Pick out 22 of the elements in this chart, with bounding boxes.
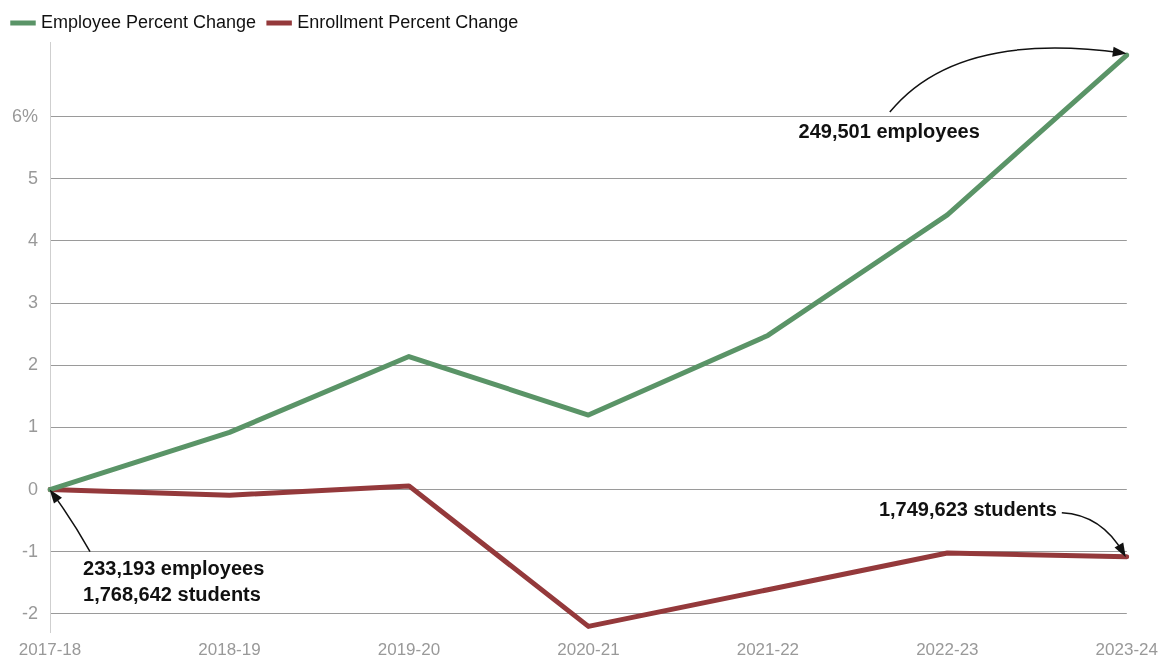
x-tick-label: 2020-21 bbox=[557, 640, 620, 660]
x-tick-label: 2018-19 bbox=[198, 640, 261, 660]
y-tick-label: 1 bbox=[28, 416, 39, 437]
x-tick-label: 2017-18 bbox=[18, 640, 82, 660]
y-tick-label: 6% bbox=[12, 105, 39, 126]
annotation: 1,768,642 students bbox=[83, 583, 261, 606]
y-tick-label: 3 bbox=[28, 292, 39, 313]
annotation: 1,749,623 students bbox=[878, 498, 1057, 521]
y-tick-label: 0 bbox=[28, 478, 39, 499]
y-tick-label: -1 bbox=[22, 540, 39, 561]
annotation: 249,501 employees bbox=[798, 119, 980, 142]
annotation: 233,193 employees bbox=[83, 557, 265, 580]
y-tick-label: 4 bbox=[28, 229, 39, 250]
x-tick-label: 2022-23 bbox=[916, 640, 979, 660]
y-tick-label: -2 bbox=[22, 602, 39, 623]
x-tick-label: 2023-24 bbox=[1095, 640, 1158, 660]
legend-label: Employee Percent Change bbox=[41, 11, 257, 32]
y-tick-label: 2 bbox=[28, 354, 39, 375]
x-tick-label: 2021-22 bbox=[736, 640, 800, 660]
x-tick-label: 2019-20 bbox=[377, 640, 441, 660]
legend-label: Enrollment Percent Change bbox=[297, 11, 519, 32]
y-tick-label: 5 bbox=[28, 167, 39, 188]
